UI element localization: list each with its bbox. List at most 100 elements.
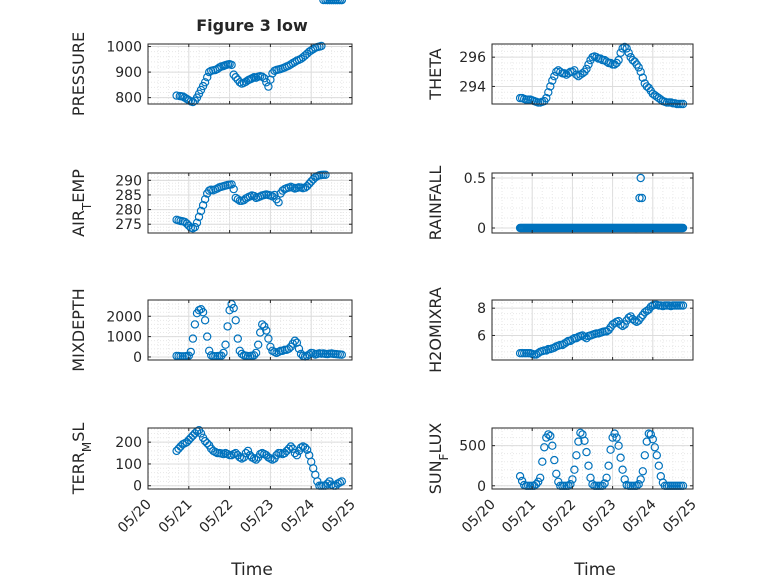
data-point: [582, 64, 591, 74]
data-point: [634, 63, 643, 72]
ylabel-part: TERR: [69, 452, 88, 495]
data-point: [536, 473, 545, 482]
data-point: [202, 72, 212, 82]
data-point: [614, 441, 623, 450]
data-point: [248, 73, 257, 83]
data-point: [638, 467, 648, 476]
data-point: [566, 480, 575, 489]
data-point: [538, 457, 547, 466]
axes-box: [147, 43, 353, 105]
data-point: [251, 455, 261, 464]
data-point: [337, 350, 346, 359]
y-tick-label: 1000: [106, 40, 142, 56]
data-point: [249, 351, 259, 360]
data-point: [534, 477, 543, 486]
data-point: [233, 195, 242, 204]
ylabel-subscript: M: [80, 442, 94, 452]
data-point: [610, 319, 619, 328]
data-point: [517, 476, 527, 486]
data-point: [646, 302, 656, 311]
series-terr-msl: [172, 426, 346, 490]
data-point: [243, 446, 253, 456]
x-tick-label: 05/20: [115, 497, 155, 537]
data-point: [258, 320, 267, 329]
axes-box: [491, 427, 694, 490]
data-point: [634, 480, 643, 489]
data-point: [292, 451, 302, 460]
data-point: [302, 445, 312, 454]
y-axis-label-terr-msl: TERRMSL: [69, 423, 94, 496]
data-point: [251, 348, 261, 358]
data-point: [194, 212, 204, 222]
data-point: [636, 173, 645, 183]
data-point: [321, 170, 330, 179]
y-axis-label-air-temp: AIRTEMP: [69, 169, 94, 237]
data-point: [610, 429, 619, 438]
data-point: [515, 472, 525, 481]
data-point: [584, 60, 593, 69]
data-point: [568, 475, 577, 484]
ylabel-part: EMP: [69, 169, 88, 203]
data-point: [229, 70, 238, 79]
data-point: [570, 465, 579, 474]
data-point: [570, 66, 579, 75]
data-point: [604, 461, 613, 470]
data-point: [606, 445, 615, 454]
y-tick-label: 294: [459, 79, 486, 95]
x-tick-label: 05/21: [156, 497, 196, 537]
data-point: [300, 443, 310, 452]
data-point: [190, 320, 200, 329]
data-point: [622, 44, 631, 53]
data-point: [180, 93, 189, 102]
data-point: [196, 429, 206, 438]
data-point: [532, 480, 541, 489]
axes-box: [147, 427, 353, 490]
data-point: [678, 301, 688, 310]
data-point: [186, 347, 195, 357]
ylabel-part: SUN: [426, 460, 445, 494]
data-point: [640, 451, 650, 460]
data-point: [202, 439, 212, 448]
data-point: [260, 73, 269, 83]
data-point: [200, 78, 210, 87]
data-point: [616, 48, 625, 58]
data-point: [638, 73, 648, 82]
data-point: [550, 455, 559, 465]
y-tick-label: 0: [133, 479, 142, 495]
data-point: [614, 55, 623, 65]
x-tick-label: 05/22: [539, 497, 579, 537]
data-point: [302, 181, 312, 191]
y-tick-label: 275: [115, 217, 142, 233]
data-point: [204, 346, 214, 355]
data-point: [219, 348, 228, 358]
x-tick-label: 05/24: [620, 496, 660, 536]
data-point: [337, 0, 346, 5]
data-point: [249, 191, 259, 201]
data-point: [550, 71, 559, 81]
y-tick-label: 2000: [106, 309, 142, 325]
data-point: [290, 336, 300, 345]
axes-box: [147, 172, 353, 234]
data-point: [580, 332, 589, 341]
y-axis-label-h2omixra: H2OMIXRA: [426, 287, 445, 373]
data-point: [618, 44, 627, 53]
data-point: [636, 313, 645, 322]
data-point: [620, 475, 629, 484]
data-point: [542, 93, 551, 103]
axes-box: [491, 172, 694, 234]
data-point: [600, 479, 609, 488]
ylabel-subscript: F: [437, 453, 451, 460]
x-tick-label: 05/25: [319, 497, 359, 537]
data-point: [616, 320, 625, 329]
data-point: [574, 437, 583, 446]
series-sun-flux: [515, 428, 688, 490]
data-point: [637, 193, 647, 203]
y-tick-label: 290: [115, 173, 142, 189]
data-point: [652, 451, 662, 460]
data-point: [172, 446, 181, 456]
data-point: [317, 41, 326, 51]
data-point: [227, 180, 236, 189]
data-point: [544, 430, 553, 439]
panel-h2omixra: 6 8 H2OMIXRA: [426, 287, 694, 373]
